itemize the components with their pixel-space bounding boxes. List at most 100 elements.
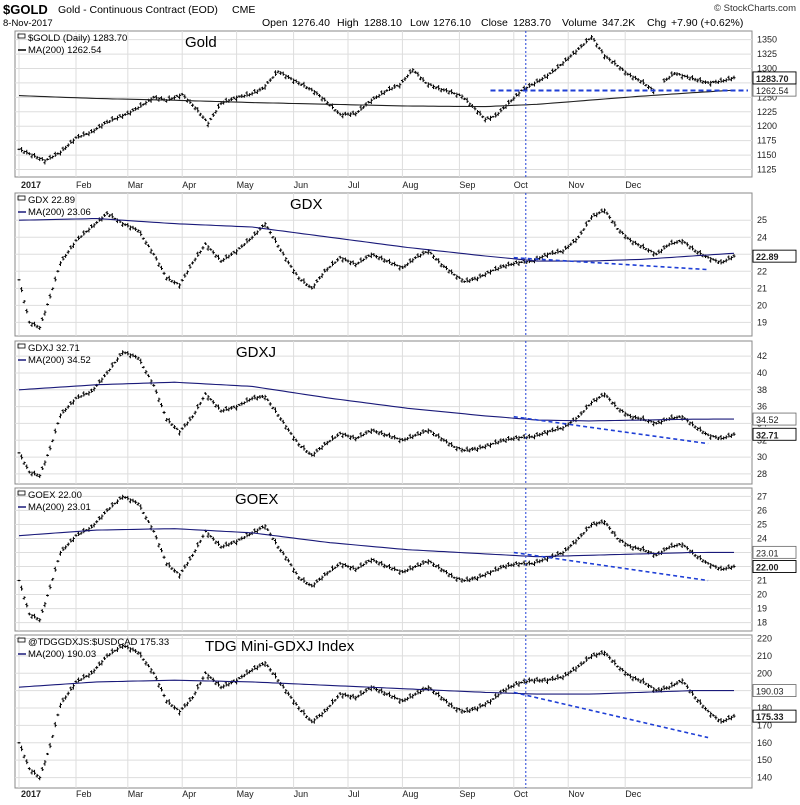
header-volume-label: Volume <box>562 17 597 29</box>
price-bar <box>377 561 381 566</box>
price-bar <box>27 152 31 156</box>
x-tick-label: Sep <box>459 789 475 799</box>
price-bar <box>92 223 96 228</box>
y-tick-label: 1300 <box>757 64 777 74</box>
price-bar <box>201 676 205 681</box>
price-bar <box>118 496 122 500</box>
last-price-label: 175.33 <box>756 712 784 722</box>
price-bar <box>261 86 265 90</box>
price-bar <box>569 543 573 548</box>
price-bar <box>574 237 578 244</box>
price-bar <box>491 269 495 272</box>
price-bar <box>343 563 347 567</box>
y-tick-label: 210 <box>757 651 772 661</box>
price-bar <box>115 647 119 653</box>
price-bar <box>530 435 534 439</box>
price-bar <box>377 256 381 261</box>
price-bar <box>457 93 461 97</box>
y-tick-label: 30 <box>757 452 767 462</box>
price-bar <box>478 573 482 579</box>
price-bar <box>320 96 324 102</box>
last-price-box <box>752 71 797 85</box>
price-bar <box>325 440 329 446</box>
price-bar <box>470 706 474 712</box>
price-bar <box>175 707 179 711</box>
price-bar <box>491 442 495 445</box>
price-bar <box>302 81 306 88</box>
price-bar <box>294 272 298 276</box>
price-bar <box>121 643 125 649</box>
price-bar <box>198 401 202 406</box>
price-bar <box>121 221 125 227</box>
price-bar <box>639 244 643 249</box>
price-bar <box>102 213 106 217</box>
price-bar <box>191 261 195 265</box>
price-bar <box>87 390 91 396</box>
price-bar <box>413 256 417 260</box>
price-bar <box>439 696 443 701</box>
price-bar <box>255 230 259 235</box>
price-bar <box>315 579 319 584</box>
price-bar <box>185 701 189 707</box>
price-bar <box>356 694 360 698</box>
price-bar <box>297 81 301 86</box>
price-bar <box>242 401 246 405</box>
price-bar <box>71 536 75 543</box>
price-bar <box>380 560 384 566</box>
price-bar <box>729 433 733 438</box>
price-bar <box>131 498 135 503</box>
price-bar <box>229 97 233 102</box>
price-bar <box>724 78 728 83</box>
price-bar <box>43 601 47 608</box>
price-bar <box>724 258 728 263</box>
price-bar <box>61 256 65 261</box>
price-bar <box>178 709 182 716</box>
price-bar <box>276 244 280 248</box>
price-bar <box>587 220 591 223</box>
price-bar <box>727 75 731 81</box>
price-bar <box>255 665 259 671</box>
ma200-line <box>18 528 734 558</box>
price-bar <box>198 250 202 254</box>
price-bar <box>170 704 174 708</box>
price-bar <box>48 293 52 299</box>
price-bar <box>556 550 560 557</box>
header-volume-value: 347.2K <box>602 17 635 29</box>
price-bar <box>167 417 171 424</box>
price-bar <box>400 698 404 703</box>
price-bar <box>48 445 52 451</box>
x-tick-label: Jul <box>348 180 360 190</box>
price-bar <box>377 431 381 436</box>
price-bar <box>411 258 415 263</box>
price-bar <box>439 567 443 573</box>
price-bar <box>460 578 464 583</box>
panel-title: GDXJ <box>236 344 276 361</box>
price-bar <box>102 121 106 125</box>
price-bar <box>338 255 342 259</box>
price-bar <box>437 433 441 439</box>
price-bar <box>641 79 645 85</box>
price-bar <box>183 564 187 569</box>
price-bar <box>579 533 583 538</box>
price-bar <box>729 256 733 261</box>
price-bar <box>491 115 495 118</box>
price-bar <box>263 660 267 667</box>
price-bar <box>263 221 267 228</box>
price-bar <box>115 115 119 121</box>
price-bar <box>115 357 119 362</box>
price-bar <box>302 709 306 716</box>
price-bar <box>338 431 342 435</box>
price-bar <box>134 649 138 653</box>
panel-5: 140150160170180190200210220@TDGGDXJS:$US… <box>14 633 797 789</box>
price-bar <box>82 391 86 397</box>
price-bar <box>281 684 285 689</box>
price-bar <box>20 585 24 591</box>
price-bar <box>330 565 334 572</box>
price-bar <box>338 692 342 696</box>
price-bar <box>45 303 49 306</box>
price-bar <box>312 451 316 457</box>
price-bar <box>556 425 560 431</box>
price-bar <box>206 121 210 128</box>
price-bar <box>79 135 83 138</box>
